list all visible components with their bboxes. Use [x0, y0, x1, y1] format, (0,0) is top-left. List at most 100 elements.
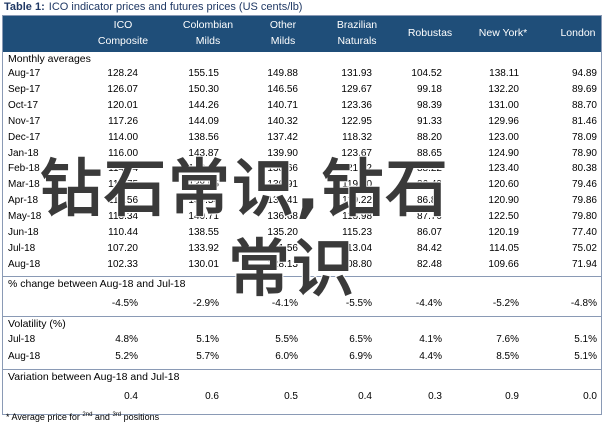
cell-value: 116.00 [108, 147, 138, 159]
cell-value: 6.5% [349, 333, 372, 345]
footnote-part: nd [85, 412, 93, 418]
cell-value: -4.4% [415, 297, 442, 309]
watermark: 常识 [227, 231, 357, 306]
cell-value: 110.44 [108, 227, 138, 238]
cell-value: -4.8% [570, 297, 597, 309]
cell-value: 0.3 [428, 390, 442, 402]
row-label: Jun-18 [8, 227, 39, 238]
cell-value: 123.67 [341, 147, 372, 159]
cell-value: 94.89 [571, 68, 597, 79]
cell-value: 149.88 [267, 68, 298, 79]
cell-value: 86.82 [416, 195, 442, 207]
cell-value: 118.98 [342, 211, 372, 223]
cell-value: 4.1% [419, 333, 442, 345]
section-rule [2, 275, 602, 277]
cell-value: 88.65 [416, 147, 442, 159]
cell-value: 79.86 [571, 195, 597, 207]
cell-value: 0.0 [583, 390, 597, 402]
cell-value: 5.2% [115, 350, 138, 362]
cell-value: 113.04 [342, 242, 372, 254]
cell-value: 107.20 [107, 242, 138, 254]
cell-value: 130.01 [188, 258, 219, 270]
cell-value: 114.05 [489, 242, 519, 254]
cell-value: 117.26 [108, 115, 138, 127]
cell-value: 79.46 [571, 179, 597, 191]
cell-value: 115.23 [342, 227, 372, 238]
footnote-part: and [92, 412, 113, 422]
header-band [2, 15, 602, 52]
footnote-part: 2 [82, 412, 86, 418]
row-label: Sep-17 [8, 83, 41, 95]
cell-value: 5.1% [574, 350, 597, 362]
cell-value: 138.56 [188, 131, 219, 143]
row-label: Jul-18 [8, 242, 36, 254]
cell-value: 122.95 [341, 115, 372, 127]
cell-value: 136.41 [267, 195, 298, 207]
cell-value: 86.07 [416, 227, 442, 238]
column-header: ICO [113, 19, 133, 31]
cell-value: 140.71 [267, 99, 298, 111]
footnote: * Average price for 2nd and 3rd position… [6, 412, 159, 422]
cell-value: 118.32 [342, 131, 372, 143]
column-header: Other [269, 19, 297, 31]
cell-value: 113.34 [108, 211, 138, 223]
cell-value: 75.02 [571, 242, 597, 254]
cell-value: 8.5% [496, 350, 519, 362]
section-heading: Volatility (%) [8, 317, 66, 330]
cell-value: -4.5% [111, 297, 138, 309]
cell-value: 5.5% [275, 333, 298, 345]
title-label: Table 1: [4, 1, 45, 13]
title-text: ICO indicator prices and futures prices … [48, 1, 303, 13]
cell-value: 84.42 [416, 242, 442, 254]
cell-value: 102.33 [107, 258, 138, 270]
cell-value: 131.00 [488, 99, 519, 111]
row-label: Jan-18 [8, 147, 39, 159]
cell-value: 142.38 [188, 163, 219, 175]
cell-value: 135.20 [267, 227, 298, 238]
cell-value: 138.11 [489, 68, 519, 79]
cell-value: 133.92 [188, 242, 219, 254]
cell-value: 120.19 [488, 227, 519, 238]
cell-value: 122.50 [488, 211, 519, 223]
cell-value: 121.12 [341, 163, 372, 175]
cell-value: 155.15 [188, 68, 219, 79]
cell-value: 139.54 [188, 195, 219, 207]
cell-value: 140.32 [267, 115, 298, 127]
cell-value: 129.96 [488, 115, 519, 127]
row-label: Aug-18 [8, 350, 41, 362]
cell-value: 131.56 [267, 242, 298, 254]
cell-value: 6.9% [349, 350, 372, 362]
row-label: Nov-17 [8, 115, 41, 127]
column-header: Milds [195, 35, 221, 47]
cell-value: 7.6% [496, 333, 519, 345]
cell-value: -5.2% [492, 297, 519, 309]
column-header: Composite [97, 35, 149, 47]
cell-value: 124.90 [488, 147, 519, 159]
cell-value: 109.66 [488, 258, 519, 270]
cell-value: 120.90 [488, 195, 519, 207]
row-label: Apr-18 [8, 195, 39, 207]
cell-value: 6.0% [275, 350, 298, 362]
cell-value: 123.40 [488, 163, 519, 175]
cell-value: 86.49 [416, 179, 442, 191]
cell-value: 5.7% [196, 350, 219, 362]
cell-value: 71.94 [571, 258, 597, 270]
cell-value: 143.87 [188, 147, 219, 159]
row-label: Jul-18 [8, 333, 36, 345]
section-heading: % change between Aug-18 and Jul-18 [8, 277, 186, 290]
watermark: 钻石常识,钻石 [39, 151, 450, 226]
cell-value: 4.8% [115, 333, 138, 345]
cell-value: 137.42 [267, 131, 298, 143]
cell-value: 4.4% [419, 350, 442, 362]
cell-value: 120.01 [107, 99, 138, 111]
footnote-part: * Average price for [6, 412, 83, 422]
cell-value: 0.4 [358, 390, 372, 402]
row-label: Dec-17 [8, 131, 41, 143]
column-header: Brazilian [336, 19, 378, 31]
row-label: Mar-18 [8, 179, 40, 191]
row-label: Feb-18 [8, 163, 40, 175]
cell-value: -4.1% [271, 297, 298, 309]
cell-value: 144.26 [188, 99, 219, 111]
cell-value: 123.36 [341, 99, 372, 111]
